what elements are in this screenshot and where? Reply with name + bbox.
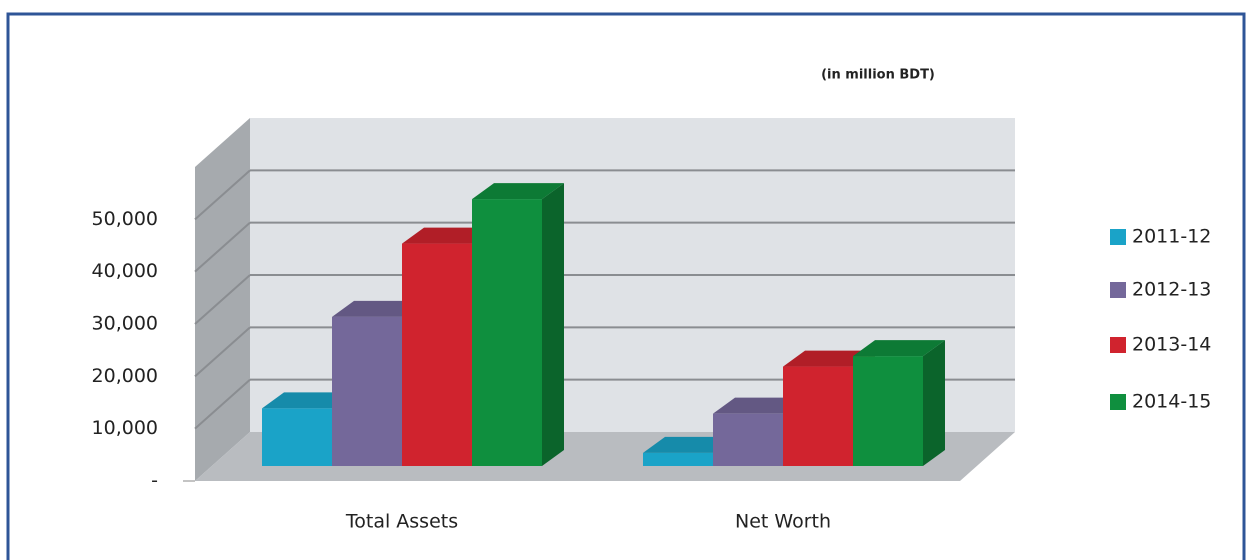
side-grid-line xyxy=(194,274,251,325)
bar-top xyxy=(262,392,354,409)
bar-top xyxy=(402,227,494,244)
bar-top xyxy=(472,183,564,200)
y-tick-label: 40,000 xyxy=(92,260,158,282)
x-tick-label: Total Assets xyxy=(345,511,458,533)
bar-side xyxy=(923,340,945,466)
bar-side xyxy=(542,183,564,466)
y-tick-label: - xyxy=(151,470,158,492)
bar-top xyxy=(783,350,875,367)
bar-front xyxy=(783,366,853,466)
bar-front xyxy=(262,408,332,466)
bar-top xyxy=(713,397,805,414)
legend-label: 2013-14 xyxy=(1132,334,1211,356)
bar-front xyxy=(853,356,923,466)
bar-front xyxy=(472,199,542,466)
legend-swatch xyxy=(1110,229,1126,245)
side-grid-line xyxy=(194,169,251,221)
y-tick-label: 50,000 xyxy=(92,208,158,230)
legend-label: 2011-12 xyxy=(1132,226,1211,248)
x-tick-label: Net Worth xyxy=(735,511,831,533)
bar-front xyxy=(402,243,472,466)
y-tick-label: 10,000 xyxy=(92,417,158,439)
bar-top xyxy=(332,300,424,317)
side-grid-line xyxy=(194,221,251,273)
legend-label: 2014-15 xyxy=(1132,391,1211,413)
y-tick-label: 20,000 xyxy=(92,365,158,387)
side-grid-line xyxy=(194,326,251,378)
legend-swatch xyxy=(1110,394,1126,410)
bar-front xyxy=(643,452,713,466)
bar-top xyxy=(853,340,945,357)
legend-swatch xyxy=(1110,282,1126,298)
legend-label: 2012-13 xyxy=(1132,279,1211,301)
bar-front xyxy=(713,413,783,466)
bar xyxy=(853,340,945,466)
legend-swatch xyxy=(1110,337,1126,353)
bar-front xyxy=(332,316,402,466)
bar xyxy=(472,183,564,466)
y-tick-label: 30,000 xyxy=(92,313,158,335)
subtitle: (in million BDT) xyxy=(821,68,935,83)
bar-top xyxy=(643,436,735,453)
side-grid-line xyxy=(194,378,251,430)
